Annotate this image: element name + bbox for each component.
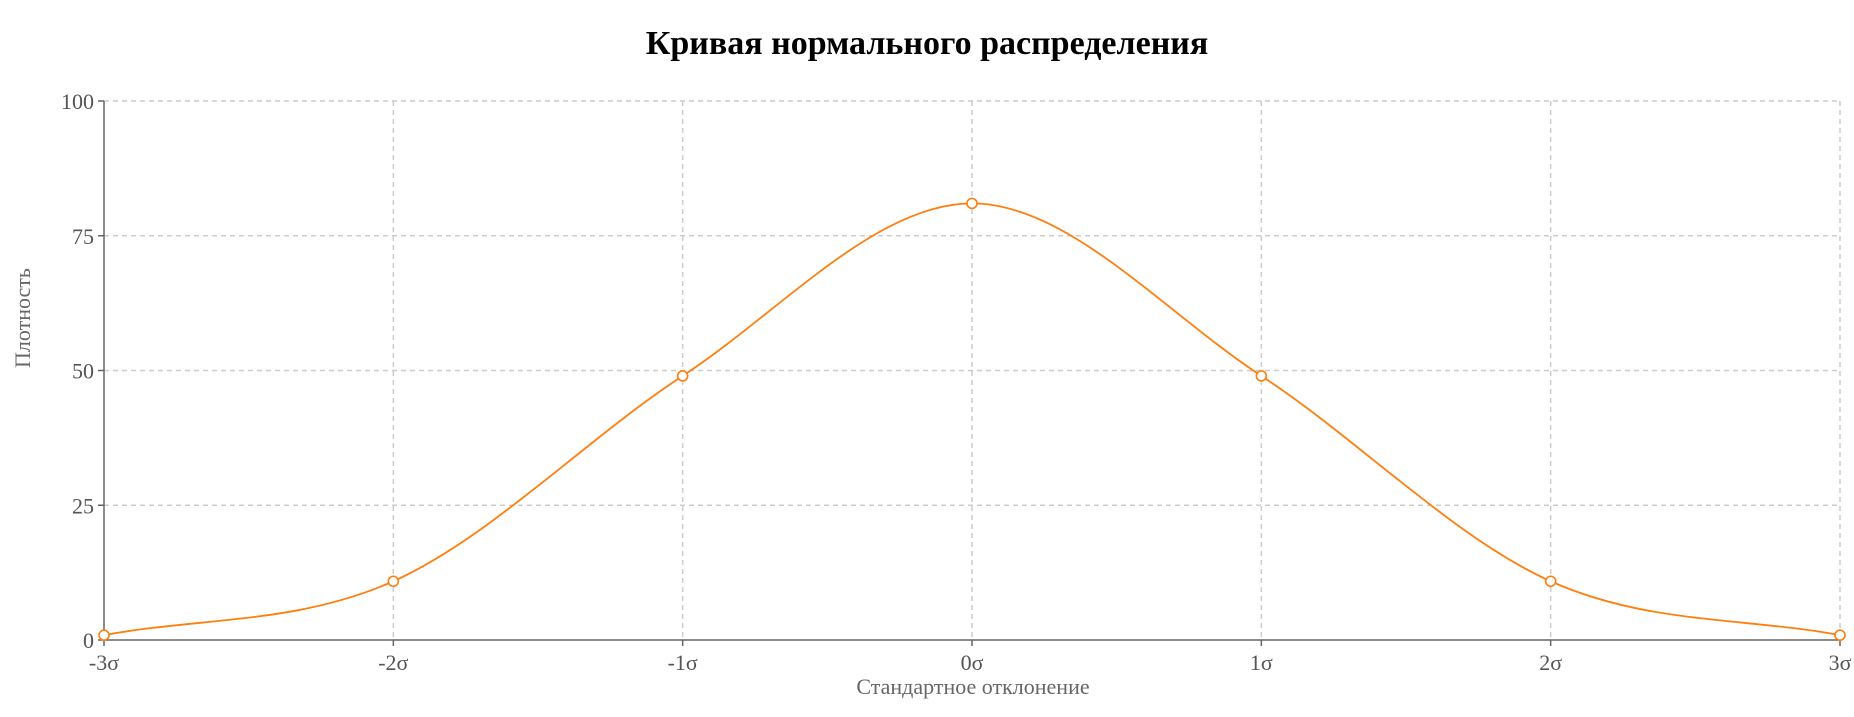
data-point[interactable] [676,370,689,382]
chart-title: Кривая нормального распределения [646,25,1209,62]
x-tick-label: 1σ [1250,650,1273,675]
x-tick-label: -1σ [668,650,698,675]
x-axis-title: Стандартное отклонение [856,674,1089,699]
data-point[interactable] [1255,370,1268,382]
x-tick-label: -3σ [89,650,119,675]
x-axis-ticks: -3σ -2σ -1σ 0σ 1σ 2σ 3σ [89,640,1852,675]
x-tick-label: 3σ [1829,650,1852,675]
x-tick-label: -2σ [378,650,408,675]
data-point[interactable] [1544,575,1557,588]
y-tick-label: 25 [72,493,94,518]
data-point[interactable] [98,629,110,641]
series-group [98,197,1846,641]
y-axis-title: Плотность [10,268,35,368]
x-tick-label: 0σ [961,650,984,675]
y-tick-label: 100 [61,89,94,114]
y-axis-ticks: 0 25 50 75 100 [61,89,104,653]
y-tick-label: 50 [72,359,94,384]
y-tick-label: 0 [83,628,94,653]
data-point[interactable] [966,197,978,210]
x-tick-label: 2σ [1539,650,1562,675]
data-point[interactable] [387,575,400,588]
y-tick-label: 75 [72,224,94,249]
data-point[interactable] [1834,629,1846,641]
grid-lines [104,100,1841,640]
